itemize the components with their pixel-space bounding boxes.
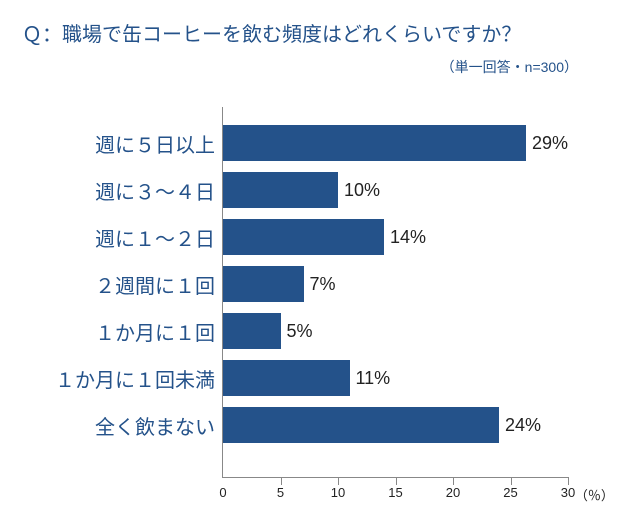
bar-row: 全く飲まない24% — [223, 405, 568, 445]
x-tick — [338, 477, 339, 485]
x-axis-unit: （％） — [575, 485, 614, 504]
bar-row: ２週間に１回7% — [223, 264, 568, 304]
chart-title: Ｑ：職場で缶コーヒーを飲む頻度はどれくらいですか？ — [22, 18, 618, 47]
bar — [223, 125, 526, 161]
value-label: 24% — [505, 415, 541, 436]
bar — [223, 266, 304, 302]
value-label: 7% — [310, 274, 336, 295]
x-tick-label: 10 — [331, 485, 345, 500]
plot-area: 週に５日以上29% 週に３〜４日10% 週に１〜２日14% ２週間に１回7% １か月に１… — [223, 107, 568, 477]
category-label: 全く飲まない — [20, 411, 223, 440]
category-label: 週に３〜４日 — [20, 176, 223, 205]
x-tick — [453, 477, 454, 485]
x-tick — [511, 477, 512, 485]
category-label: １か月に１回未満 — [20, 364, 223, 393]
bar-row: 週に３〜４日10% — [223, 170, 568, 210]
x-tick — [396, 477, 397, 485]
x-tick-label: 0 — [219, 485, 226, 500]
x-tick-label: 20 — [446, 485, 460, 500]
category-label: １か月に１回 — [20, 317, 223, 346]
value-label: 14% — [390, 227, 426, 248]
bar-row: 週に５日以上29% — [223, 123, 568, 163]
value-label: 5% — [287, 321, 313, 342]
category-label: 週に１〜２日 — [20, 223, 223, 252]
category-label: 週に５日以上 — [20, 129, 223, 158]
bar — [223, 172, 338, 208]
x-tick-label: 30 — [561, 485, 575, 500]
value-label: 11% — [356, 368, 391, 389]
bar-row: 週に１〜２日14% — [223, 217, 568, 257]
bar — [223, 407, 499, 443]
category-label: ２週間に１回 — [20, 270, 223, 299]
bar-row: １か月に１回未満11% — [223, 358, 568, 398]
x-tick — [568, 477, 569, 485]
x-tick — [281, 477, 282, 485]
bar-row: １か月に１回5% — [223, 311, 568, 351]
bar — [223, 219, 384, 255]
chart-area: 週に５日以上29% 週に３〜４日10% 週に１〜２日14% ２週間に１回7% １か月に１… — [222, 107, 568, 478]
x-tick-label: 15 — [388, 485, 402, 500]
value-label: 10% — [344, 180, 380, 201]
x-axis: 051015202530（％） — [223, 477, 568, 507]
x-tick-label: 25 — [503, 485, 517, 500]
bar — [223, 313, 281, 349]
x-tick-label: 5 — [277, 485, 284, 500]
bar — [223, 360, 350, 396]
value-label: 29% — [532, 133, 568, 154]
chart-subtitle: （単一回答・n=300） — [22, 57, 618, 77]
